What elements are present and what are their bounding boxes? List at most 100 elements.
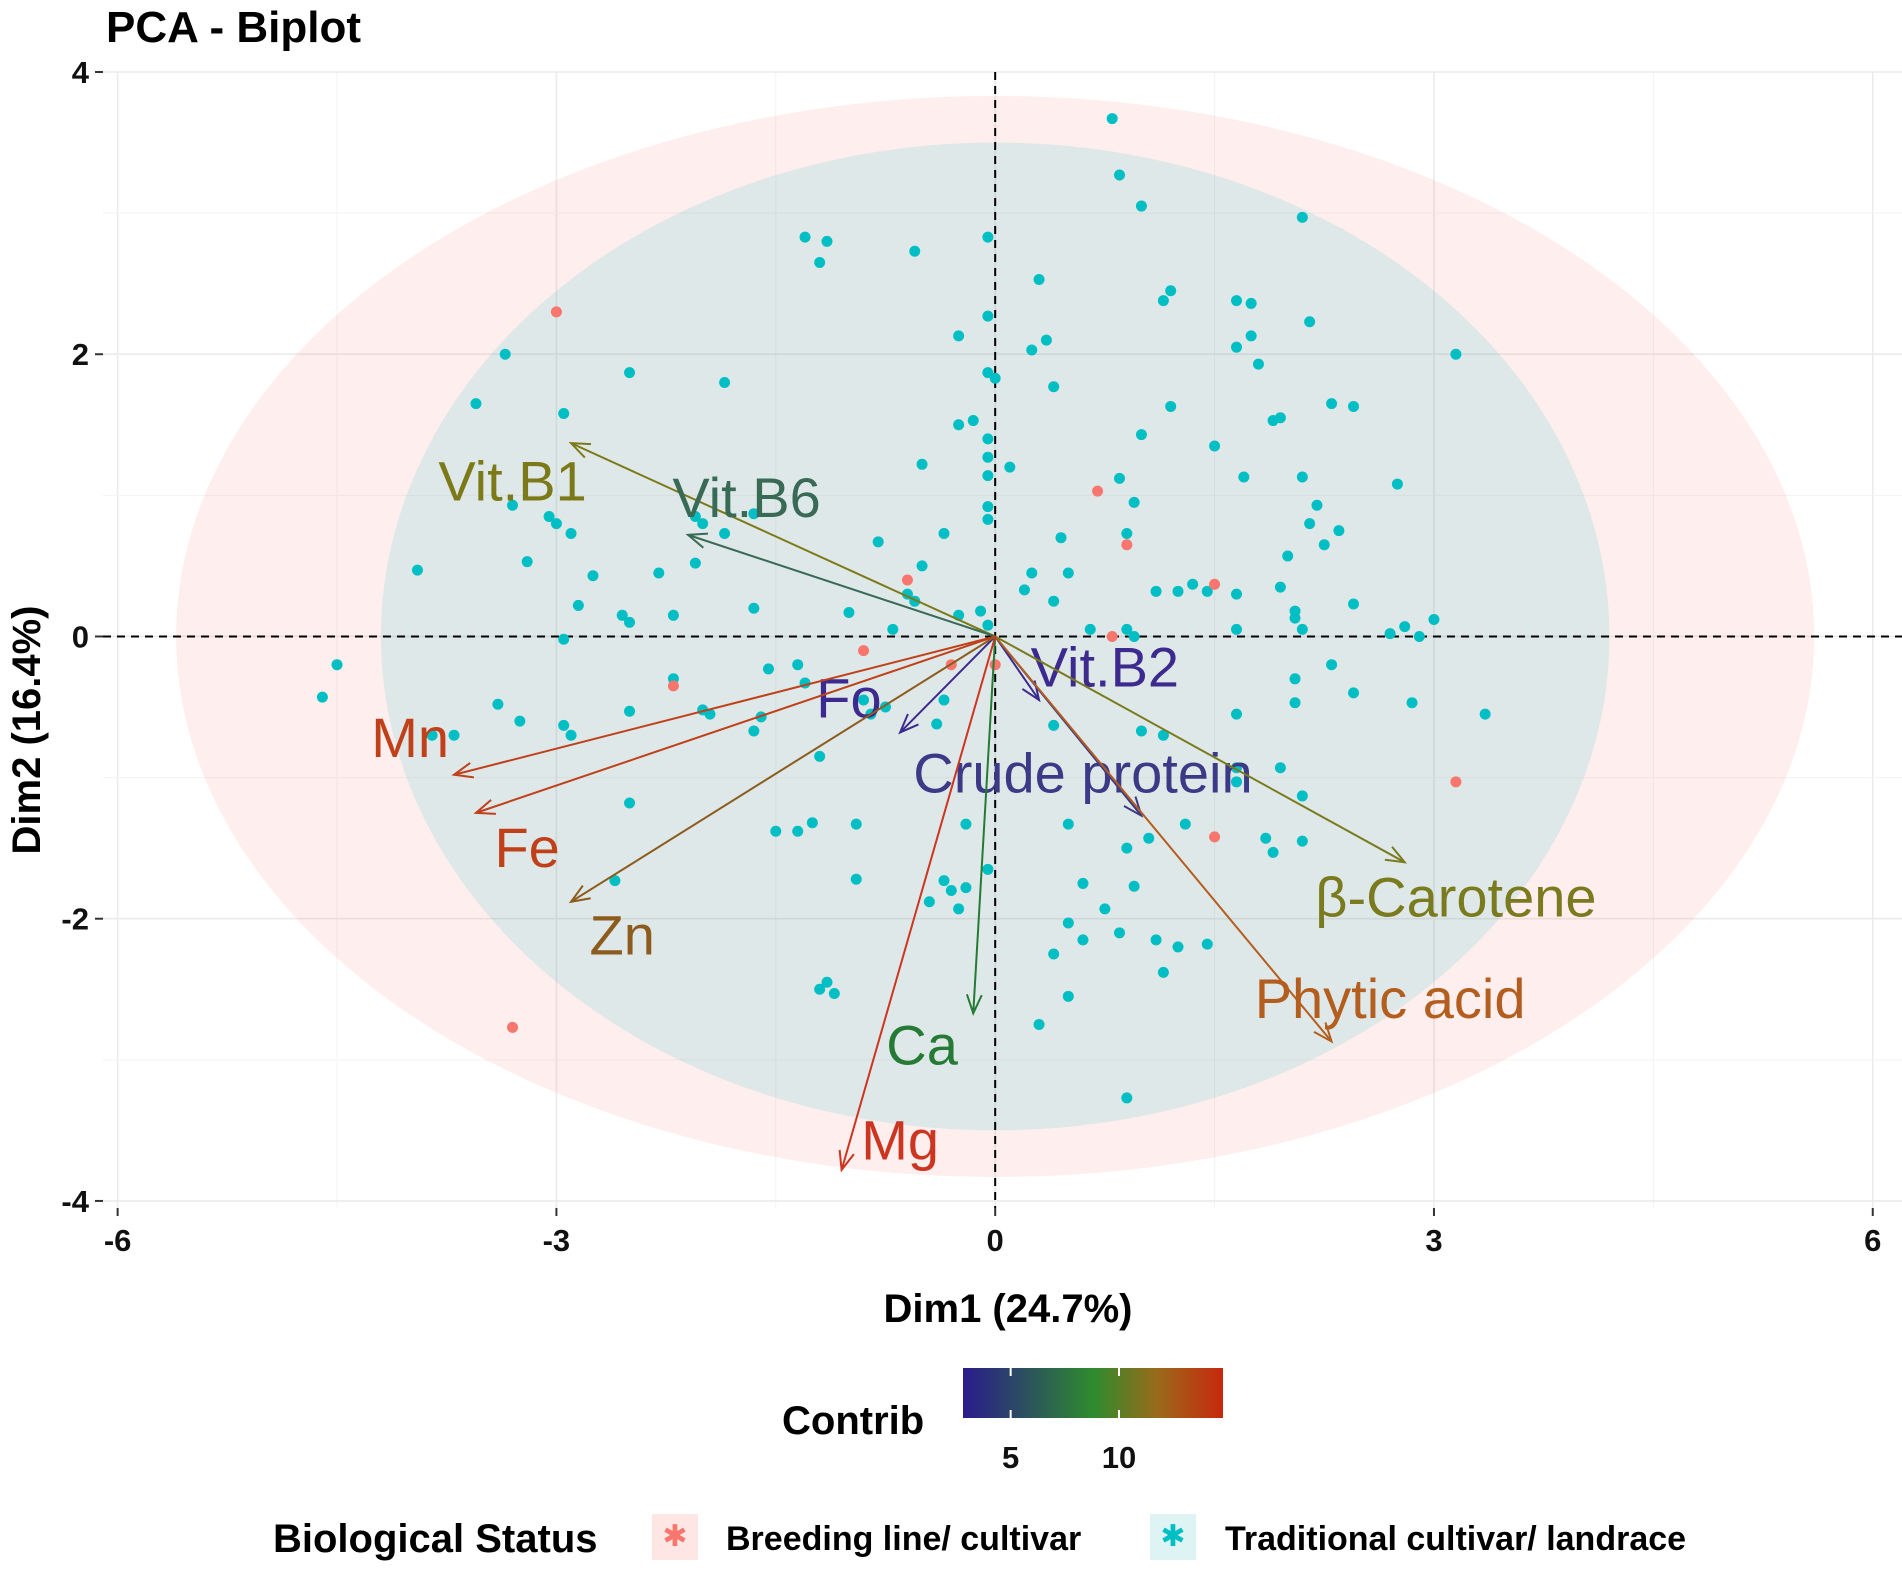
data-point xyxy=(850,873,862,885)
arrowhead xyxy=(1123,796,1144,818)
data-point xyxy=(748,602,760,614)
data-point xyxy=(1348,598,1360,610)
colorbar-gradient xyxy=(963,1368,1223,1418)
data-point xyxy=(814,257,826,269)
data-point xyxy=(989,659,1001,671)
data-point xyxy=(1450,348,1462,360)
y-tick-label: 4 xyxy=(72,55,90,90)
data-point xyxy=(1282,550,1294,562)
data-point xyxy=(1245,330,1257,342)
data-point xyxy=(514,715,526,727)
data-point xyxy=(1296,623,1308,635)
data-point xyxy=(916,458,928,470)
data-point xyxy=(1026,567,1038,579)
legend-key-breeding-glyph: ✱ xyxy=(662,1520,687,1553)
data-point xyxy=(1479,708,1491,720)
data-point xyxy=(1274,412,1286,424)
data-point xyxy=(982,501,994,513)
variable-label: Mg xyxy=(861,1108,939,1171)
y-tick-label: -2 xyxy=(61,902,89,937)
data-point xyxy=(1128,630,1140,642)
data-point xyxy=(1121,1092,1133,1104)
data-point xyxy=(1245,297,1257,309)
data-point xyxy=(1450,776,1462,788)
data-point xyxy=(1399,621,1411,633)
data-point xyxy=(1311,499,1323,511)
data-point xyxy=(1428,614,1440,626)
data-point xyxy=(792,659,804,671)
data-point xyxy=(507,499,519,511)
colorbar-tick-label: 10 xyxy=(1102,1440,1136,1475)
data-point xyxy=(1048,595,1060,607)
data-point xyxy=(982,863,994,875)
data-point xyxy=(1033,1019,1045,1031)
data-point xyxy=(689,557,701,569)
arrowhead xyxy=(898,713,919,735)
data-point xyxy=(565,527,577,539)
data-point xyxy=(1384,628,1396,640)
variable-label: Mn xyxy=(371,706,449,769)
data-point xyxy=(1114,169,1126,181)
data-point xyxy=(1348,687,1360,699)
data-point xyxy=(1209,831,1221,843)
data-point xyxy=(1062,990,1074,1002)
data-point xyxy=(960,882,972,894)
data-point xyxy=(814,983,826,995)
data-point xyxy=(989,372,1001,384)
data-point xyxy=(1018,584,1030,596)
data-point xyxy=(1040,334,1052,346)
data-point xyxy=(748,725,760,737)
data-point xyxy=(960,818,972,830)
data-point xyxy=(1333,525,1345,537)
data-point xyxy=(1348,400,1360,412)
colorbar-ticks: 5 10 xyxy=(1002,1368,1136,1475)
y-tick-label: 0 xyxy=(72,619,89,654)
data-point xyxy=(1135,429,1147,441)
data-point xyxy=(850,818,862,830)
arrow-vit-b2 xyxy=(994,635,1040,701)
data-point xyxy=(331,659,343,671)
data-point xyxy=(1260,832,1272,844)
data-point xyxy=(1406,697,1418,709)
data-point xyxy=(624,367,636,379)
data-point xyxy=(1172,585,1184,597)
data-point xyxy=(1231,295,1243,307)
colorbar-tick-label: 5 xyxy=(1002,1440,1019,1475)
variable-label: Fo xyxy=(816,667,881,730)
arrow--carotene xyxy=(994,635,1406,864)
data-point xyxy=(1135,200,1147,212)
data-point xyxy=(1296,790,1308,802)
data-point xyxy=(923,896,935,908)
data-point xyxy=(1084,623,1096,635)
data-point xyxy=(938,527,950,539)
legend-label-traditional: Traditional cultivar/ landrace xyxy=(1225,1520,1686,1558)
data-point xyxy=(814,750,826,762)
data-point xyxy=(1231,776,1243,788)
data-point xyxy=(1252,358,1264,370)
data-point xyxy=(799,231,811,243)
y-axis-title: Dim2 (16.4%) xyxy=(5,606,49,855)
data-point xyxy=(1121,539,1133,551)
contrib-colorbar-legend: Contrib 5 10 xyxy=(782,1368,1223,1475)
data-point xyxy=(938,875,950,887)
data-point xyxy=(1033,273,1045,285)
arrow-vit-b6 xyxy=(687,533,996,638)
data-point xyxy=(1201,585,1213,597)
arrow-fo xyxy=(899,635,996,734)
data-point xyxy=(1135,725,1147,737)
data-point xyxy=(558,633,570,645)
data-point xyxy=(1209,440,1221,452)
data-point xyxy=(448,729,460,741)
data-point xyxy=(1231,623,1243,635)
data-point xyxy=(1048,948,1060,960)
data-point xyxy=(1157,729,1169,741)
data-point xyxy=(697,518,709,530)
data-point xyxy=(550,306,562,318)
data-point xyxy=(982,310,994,322)
data-point xyxy=(982,470,994,482)
data-point xyxy=(982,231,994,243)
data-point xyxy=(1121,842,1133,854)
y-tick-label: -4 xyxy=(61,1184,89,1219)
data-point xyxy=(1077,877,1089,889)
